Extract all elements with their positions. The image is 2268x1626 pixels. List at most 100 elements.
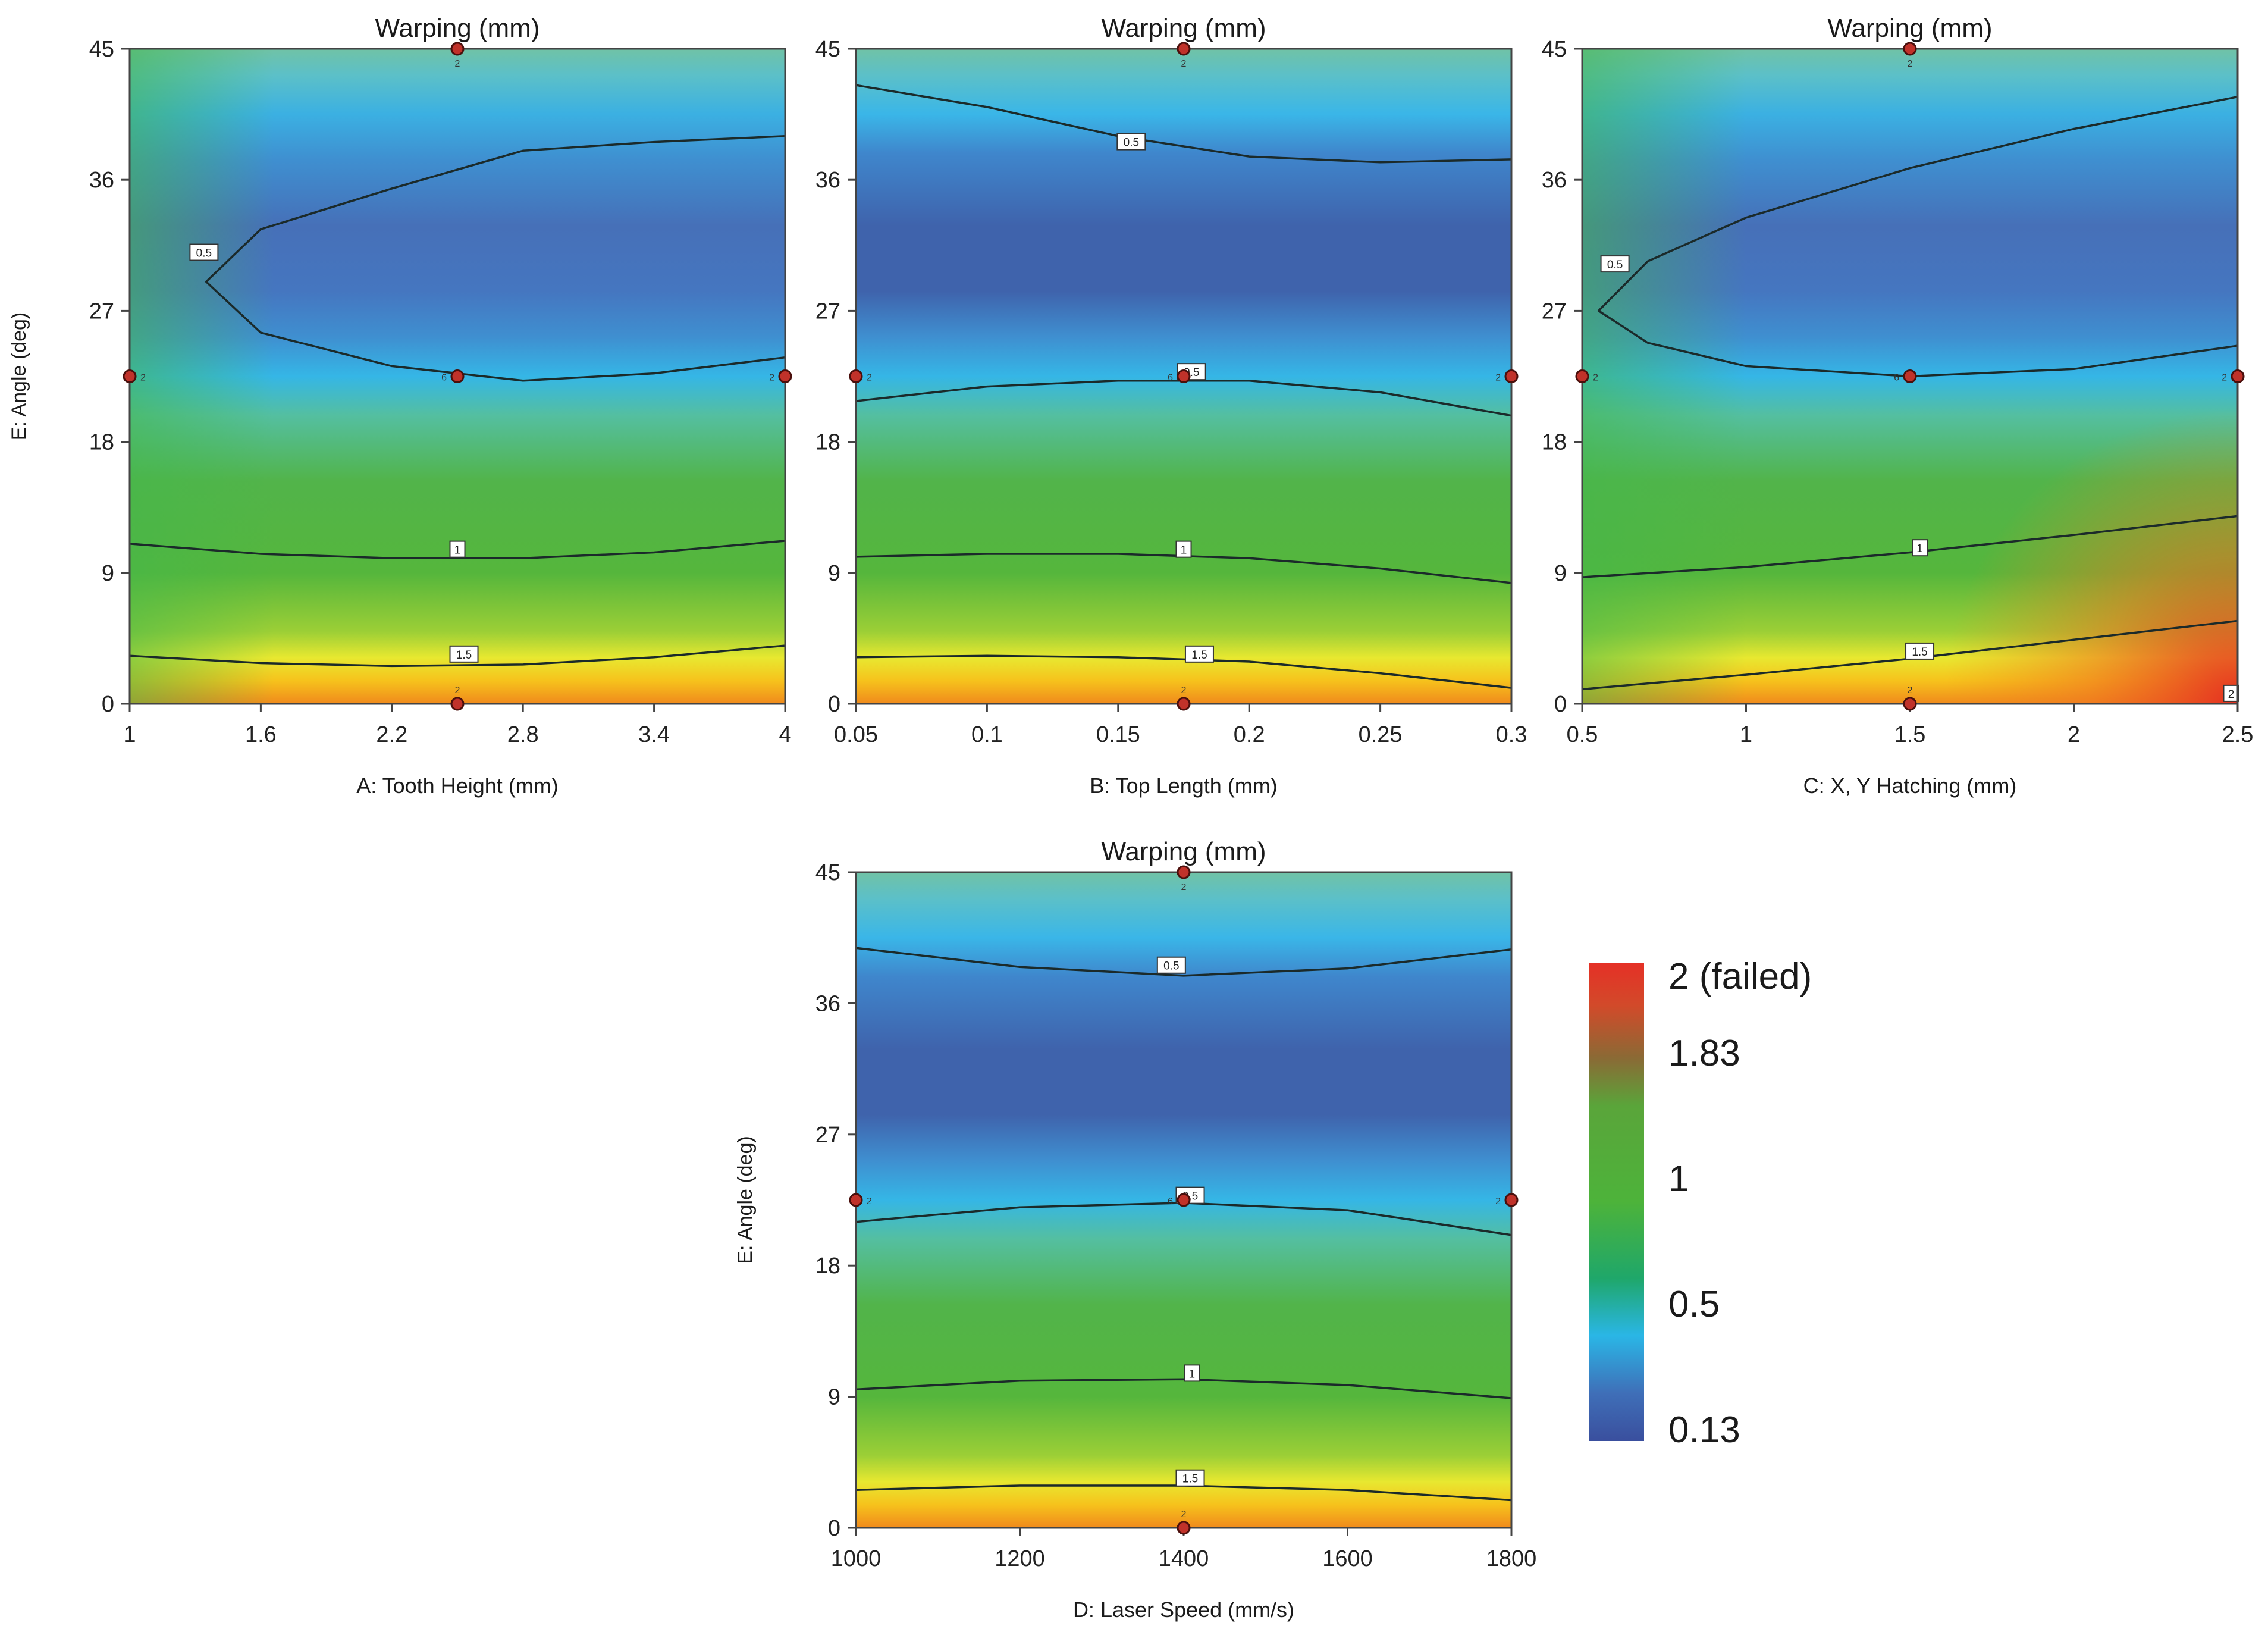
design-point-count: 2 <box>455 59 460 69</box>
x-tick-label: 0.05 <box>834 722 878 747</box>
y-tick-label: 18 <box>815 1254 840 1279</box>
y-tick-label: 0 <box>828 1516 840 1541</box>
design-point <box>450 42 465 56</box>
y-tick-label: 9 <box>102 561 114 586</box>
design-point <box>2231 369 2245 383</box>
y-tick-label: 36 <box>815 168 840 193</box>
x-tick-label: 1400 <box>1159 1546 1209 1571</box>
design-point <box>1177 865 1191 879</box>
contour-plot-1: 0.5 1 1.5 0 9 18 27 36 45 1 1.6 2.2 2.8 3.4 4 Warping (… <box>8 14 792 798</box>
x-tick-label: 1200 <box>995 1546 1045 1571</box>
y-tick-label: 27 <box>815 1123 840 1148</box>
design-point-count: 2 <box>1593 373 1598 383</box>
contour-label: 1 <box>454 544 461 557</box>
design-point <box>849 1193 863 1207</box>
contour-line <box>205 135 786 382</box>
x-tick-label: 1000 <box>831 1546 882 1571</box>
x-tick-label: 1.6 <box>245 722 277 747</box>
design-point <box>450 697 465 711</box>
plot-title: Warping (mm) <box>1827 14 1992 43</box>
y-tick-label: 0 <box>1554 692 1567 717</box>
plot-title: Warping (mm) <box>375 14 539 43</box>
contour-line <box>855 947 1512 977</box>
design-point-count: 2 <box>867 1196 872 1207</box>
y-tick-label: 9 <box>1554 561 1567 586</box>
design-point <box>1575 369 1589 383</box>
contour-label-box <box>1184 1364 1200 1382</box>
design-point <box>1504 1193 1519 1207</box>
design-point <box>1903 42 1917 56</box>
x-tick-label: 0.1 <box>971 722 1003 747</box>
x-tick-label: 0.2 <box>1234 722 1265 747</box>
contour-label-box <box>1175 540 1192 558</box>
contour-line <box>129 540 786 560</box>
x-tick-label: 1.5 <box>1894 722 1926 747</box>
x-axis-label: A: Tooth Height (mm) <box>356 773 558 798</box>
design-point-count: 2 <box>1181 882 1187 892</box>
contour-label-box <box>1912 539 1928 557</box>
y-tick-label: 36 <box>89 168 114 193</box>
design-point-count: 2 <box>1495 373 1501 383</box>
design-point-count: 2 <box>1495 1196 1501 1207</box>
design-point-count: 2 <box>1181 1509 1187 1520</box>
x-tick-label: 2.2 <box>376 722 407 747</box>
x-tick-label: 3.4 <box>638 722 670 747</box>
design-point <box>123 369 137 383</box>
design-point <box>1504 369 1519 383</box>
contour-line <box>855 654 1512 689</box>
x-tick-label: 1 <box>1740 722 1752 747</box>
design-point-count: 2 <box>140 373 146 383</box>
y-axis-label: E: Angle (deg) <box>8 312 30 440</box>
contour-label-box <box>1175 1469 1205 1487</box>
contour-label: 0.5 <box>196 247 212 260</box>
y-tick-label: 45 <box>1542 37 1567 62</box>
contour-line <box>1597 95 2238 378</box>
design-point-count: 6 <box>1168 1196 1173 1207</box>
design-point <box>849 369 863 383</box>
contour-line <box>855 84 1512 164</box>
design-point-count: 2 <box>1908 685 1913 695</box>
design-point-count: 2 <box>1181 685 1187 695</box>
design-point <box>1177 1521 1191 1535</box>
y-tick-label: 18 <box>815 430 840 455</box>
contour-line <box>1582 515 2238 578</box>
contour-label: 1.5 <box>1912 646 1927 659</box>
contour-plot-3: 0.5 1 1.5 2 0 9 18 27 36 45 0.5 1 1.5 2 2.5 Warping (mm… <box>1542 14 2254 798</box>
design-point <box>1903 697 1917 711</box>
x-tick-label: 4 <box>779 722 791 747</box>
x-tick-label: 1 <box>123 722 136 747</box>
contour-label-box <box>1184 645 1214 663</box>
y-tick-label: 36 <box>815 991 840 1016</box>
y-tick-label: 9 <box>828 1385 840 1410</box>
contour-label: 0.5 <box>1124 137 1139 149</box>
contour-label: 1 <box>1188 1368 1195 1380</box>
y-tick-label: 45 <box>89 37 114 62</box>
design-point-count: 2 <box>1181 59 1187 69</box>
x-tick-label: 2 <box>2068 722 2080 747</box>
design-point-count: 2 <box>455 685 460 695</box>
design-point-count: 2 <box>1908 59 1913 69</box>
x-tick-label: 0.3 <box>1496 722 1527 747</box>
contour-label-box <box>1156 956 1186 974</box>
contour-label: 1.5 <box>1182 1473 1198 1486</box>
design-point-count: 6 <box>441 373 447 383</box>
legend-colorbar <box>1589 963 1644 1441</box>
legend-label-low: 0.5 <box>1668 1284 1720 1325</box>
x-tick-label: 2.5 <box>2222 722 2254 747</box>
contour-label-box <box>1905 642 1935 660</box>
contour-label: 1 <box>1916 543 1923 555</box>
design-point-count: 6 <box>1168 373 1173 383</box>
x-tick-label: 1600 <box>1322 1546 1373 1571</box>
x-axis-label: B: Top Length (mm) <box>1090 773 1277 798</box>
y-tick-label: 45 <box>815 37 840 62</box>
x-tick-label: 0.25 <box>1359 722 1403 747</box>
design-point <box>450 369 465 383</box>
contour-label: 2 <box>2228 688 2235 701</box>
y-tick-label: 27 <box>815 299 840 324</box>
y-tick-label: 36 <box>1542 168 1567 193</box>
design-point <box>1177 1193 1191 1207</box>
design-point <box>778 369 792 383</box>
contour-line <box>129 644 786 668</box>
